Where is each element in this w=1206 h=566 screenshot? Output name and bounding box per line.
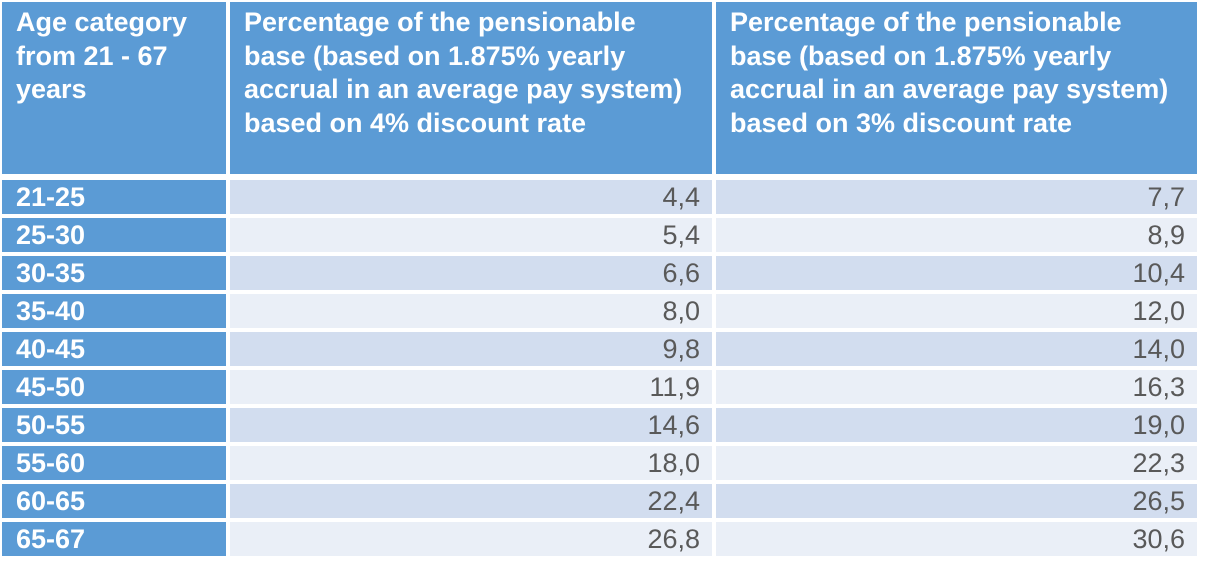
table-row: 25-30 5,4 8,9 xyxy=(2,218,1197,252)
age-cell: 65-67 xyxy=(2,522,226,556)
rate-4pct-cell: 4,4 xyxy=(230,180,712,214)
age-cell: 45-50 xyxy=(2,370,226,404)
rate-3pct-cell: 30,6 xyxy=(716,522,1197,556)
table-row: 55-60 18,0 22,3 xyxy=(2,446,1197,480)
rate-4pct-cell: 11,9 xyxy=(230,370,712,404)
age-cell: 40-45 xyxy=(2,332,226,366)
rate-3pct-cell: 7,7 xyxy=(716,180,1197,214)
rate-4pct-cell: 8,0 xyxy=(230,294,712,328)
rate-3pct-cell: 16,3 xyxy=(716,370,1197,404)
rate-3pct-cell: 26,5 xyxy=(716,484,1197,518)
pension-table: Age category from 21 - 67 years Percenta… xyxy=(2,2,1197,560)
table-row: 50-55 14,6 19,0 xyxy=(2,408,1197,442)
table-row: 60-65 22,4 26,5 xyxy=(2,484,1197,518)
age-cell: 21-25 xyxy=(2,180,226,214)
rate-3pct-cell: 8,9 xyxy=(716,218,1197,252)
rate-4pct-cell: 9,8 xyxy=(230,332,712,366)
age-cell: 30-35 xyxy=(2,256,226,290)
rate-4pct-cell: 5,4 xyxy=(230,218,712,252)
header-rate-3pct: Percentage of the pensionable base (base… xyxy=(716,2,1197,174)
rate-3pct-cell: 12,0 xyxy=(716,294,1197,328)
table-row: 40-45 9,8 14,0 xyxy=(2,332,1197,366)
rate-3pct-cell: 22,3 xyxy=(716,446,1197,480)
header-rate-4pct: Percentage of the pensionable base (base… xyxy=(230,2,712,174)
table-header-row: Age category from 21 - 67 years Percenta… xyxy=(2,2,1197,174)
rate-3pct-cell: 14,0 xyxy=(716,332,1197,366)
header-age-category: Age category from 21 - 67 years xyxy=(2,2,226,174)
rate-4pct-cell: 18,0 xyxy=(230,446,712,480)
rate-4pct-cell: 14,6 xyxy=(230,408,712,442)
rate-3pct-cell: 19,0 xyxy=(716,408,1197,442)
rate-3pct-cell: 10,4 xyxy=(716,256,1197,290)
table-row: 30-35 6,6 10,4 xyxy=(2,256,1197,290)
table-row: 21-25 4,4 7,7 xyxy=(2,180,1197,214)
table-row: 65-67 26,8 30,6 xyxy=(2,522,1197,556)
age-cell: 50-55 xyxy=(2,408,226,442)
rate-4pct-cell: 22,4 xyxy=(230,484,712,518)
age-cell: 25-30 xyxy=(2,218,226,252)
age-cell: 60-65 xyxy=(2,484,226,518)
rate-4pct-cell: 6,6 xyxy=(230,256,712,290)
age-cell: 55-60 xyxy=(2,446,226,480)
table-row: 45-50 11,9 16,3 xyxy=(2,370,1197,404)
age-cell: 35-40 xyxy=(2,294,226,328)
rate-4pct-cell: 26,8 xyxy=(230,522,712,556)
table-row: 35-40 8,0 12,0 xyxy=(2,294,1197,328)
